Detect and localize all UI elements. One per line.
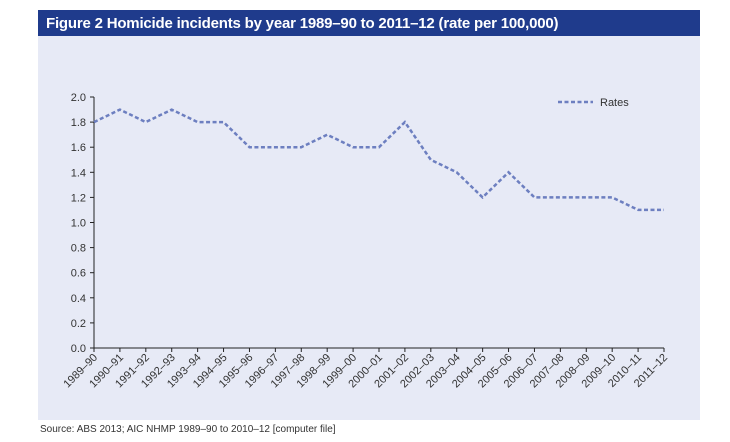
y-tick-label: 0.2 [71, 318, 86, 330]
legend-label-rates: Rates [600, 97, 629, 109]
y-tick-label: 0.4 [71, 293, 86, 305]
chart-panel: 0.0 0.2 0.4 0.6 0.8 1.0 1.2 1.4 1.6 1.8 2.0 1989–90… [38, 36, 700, 420]
y-tick-label: 1.2 [71, 192, 86, 204]
y-tick-label: 1.4 [71, 167, 86, 179]
y-tick-label: 0.8 [71, 243, 86, 255]
line-chart: 0.00.20.40.60.81.01.21.41.61.82.01989–90… [61, 92, 670, 390]
source-note: Source: ABS 2013; AIC NHMP 1989–90 to 20… [40, 424, 336, 435]
y-tick-label: 1.8 [71, 117, 86, 129]
series-line-rates [93, 108, 664, 212]
y-tick-label: 0.0 [71, 343, 86, 355]
y-tick-label: 2.0 [71, 92, 86, 104]
figure-title: Figure 2 Homicide incidents by year 1989… [46, 14, 559, 32]
y-tick-label: 0.6 [71, 268, 86, 280]
y-tick-label: 1.6 [71, 142, 86, 154]
y-tick-label: 1.0 [71, 218, 86, 230]
figure-header: Figure 2 Homicide incidents by year 1989… [38, 10, 700, 36]
